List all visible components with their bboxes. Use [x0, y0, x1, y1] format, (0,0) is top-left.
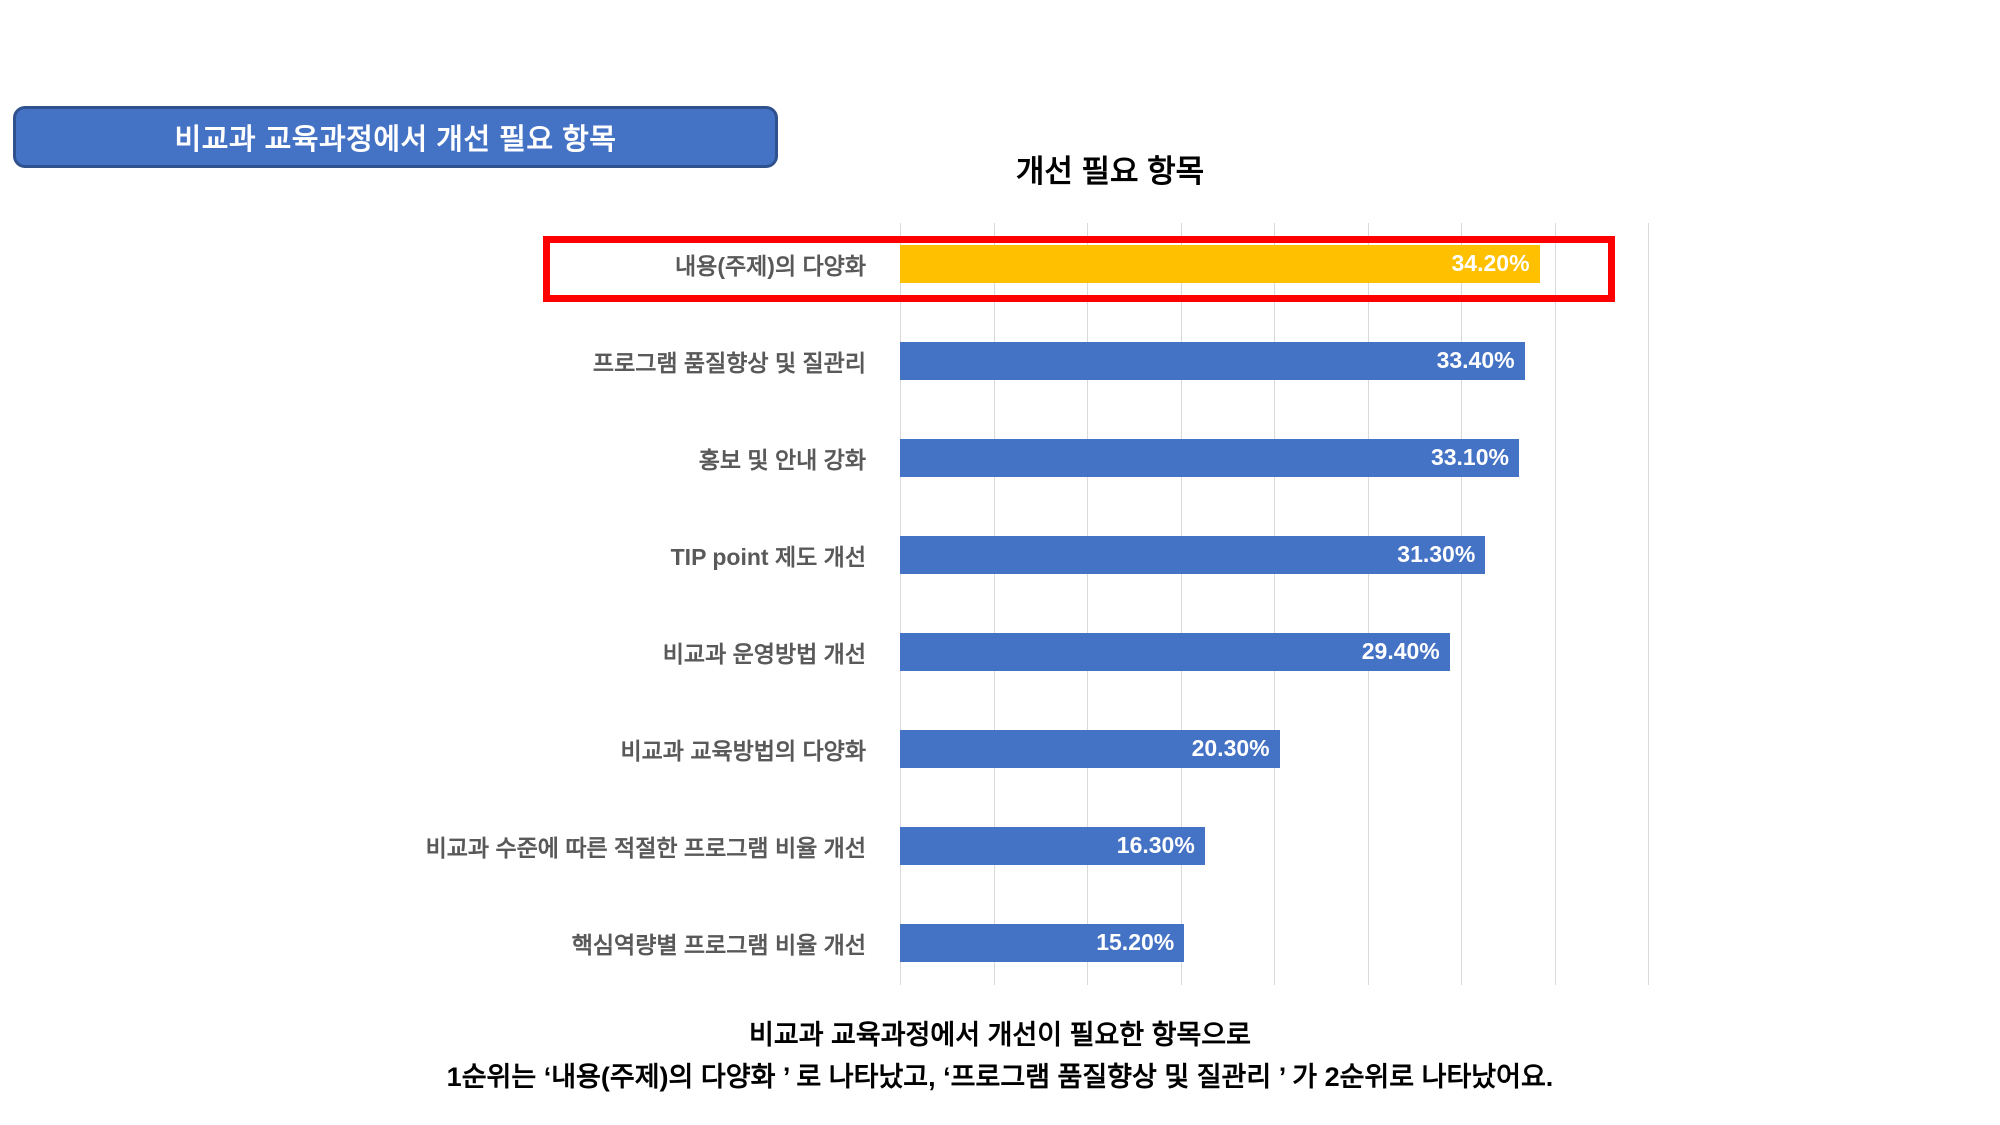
gridlines — [900, 223, 1649, 985]
value-label: 15.20% — [1096, 929, 1175, 955]
caption-line-2: 1순위는 ‘내용(주제)의 다양화 ’ 로 나타났고, ‘프로그램 품질향상 및… — [446, 1061, 1554, 1092]
bar: 15.20% — [900, 923, 1185, 962]
bar-chart: 내용(주제)의 다양화 34.20% 프로그램 품질향상 및 질관리 33.40% 홍보… — [0, 215, 2000, 991]
bar-row: 핵심역량별 프로그램 비율 개선 15.20% — [0, 894, 2000, 991]
category-label: 비교과 수준에 따른 적절한 프로그램 비율 개선 — [425, 834, 866, 861]
value-label: 34.20% — [1451, 250, 1530, 276]
category-label: 홍보 및 안내 강화 — [698, 446, 866, 473]
value-label: 33.10% — [1430, 444, 1509, 470]
bar-row: TIP point 제도 개선 31.30% — [0, 506, 2000, 603]
category-label: 프로그램 품질향상 및 질관리 — [592, 349, 866, 376]
header-badge-label: 비교과 교육과정에서 개선 필요 항목 — [174, 124, 617, 156]
category-label: 내용(주제)의 다양화 — [675, 252, 866, 279]
category-label: 비교과 운영방법 개선 — [662, 640, 866, 667]
gridline — [1180, 223, 1182, 985]
bar: 33.10% — [900, 438, 1519, 477]
bar-row: 비교과 교육방법의 다양화 20.30% — [0, 700, 2000, 797]
bar-row: 내용(주제)의 다양화 34.20% — [0, 215, 2000, 312]
gridline — [993, 223, 995, 985]
bar-highlighted: 34.20% — [900, 244, 1540, 283]
bar: 20.30% — [900, 729, 1280, 768]
header-badge: 비교과 교육과정에서 개선 필요 항목 — [13, 106, 778, 168]
category-label: 핵심역량별 프로그램 비율 개선 — [571, 931, 866, 958]
value-label: 29.40% — [1361, 638, 1440, 664]
bar-rows: 내용(주제)의 다양화 34.20% 프로그램 품질향상 및 질관리 33.40% 홍보… — [0, 215, 2000, 991]
bar: 33.40% — [900, 341, 1525, 380]
bar-row: 비교과 수준에 따른 적절한 프로그램 비율 개선 16.30% — [0, 797, 2000, 894]
gridline — [900, 223, 901, 985]
bar-row: 홍보 및 안내 강화 33.10% — [0, 409, 2000, 506]
gridline — [1648, 223, 1649, 985]
chart-title: 개선 필요 항목 — [1015, 154, 1205, 189]
gridline — [1274, 223, 1275, 985]
bar: 31.30% — [900, 535, 1486, 574]
bar: 29.40% — [900, 632, 1450, 671]
caption-line-1: 비교과 교육과정에서 개선이 필요한 항목으로 — [749, 1020, 1251, 1050]
bar: 16.30% — [900, 826, 1205, 865]
gridline — [1367, 223, 1369, 985]
gridline — [1087, 223, 1088, 985]
category-label: 비교과 교육방법의 다양화 — [620, 737, 866, 764]
caption: 비교과 교육과정에서 개선이 필요한 항목으로 1순위는 ‘내용(주제)의 다양… — [0, 1015, 2000, 1099]
value-label: 20.30% — [1191, 735, 1270, 761]
gridline — [1554, 223, 1556, 985]
value-label: 31.30% — [1397, 541, 1476, 567]
gridline — [1461, 223, 1462, 985]
value-label: 16.30% — [1116, 832, 1195, 858]
bar-row: 프로그램 품질향상 및 질관리 33.40% — [0, 312, 2000, 409]
value-label: 33.40% — [1436, 347, 1515, 373]
category-label: TIP point 제도 개선 — [670, 543, 866, 570]
bar-row: 비교과 운영방법 개선 29.40% — [0, 603, 2000, 700]
